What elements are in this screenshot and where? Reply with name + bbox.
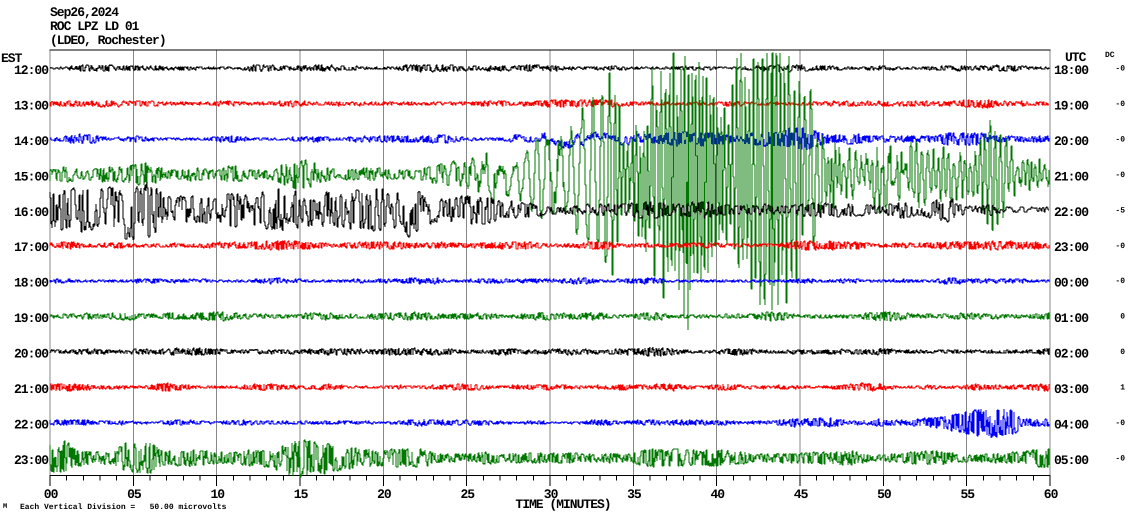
svg-text:23:00: 23:00	[1054, 240, 1089, 255]
svg-text:-0: -0	[1115, 277, 1125, 286]
svg-text:19:00: 19:00	[1054, 98, 1089, 113]
svg-text:20: 20	[377, 487, 392, 502]
svg-text:M: M	[3, 503, 7, 511]
svg-text:02:00: 02:00	[1054, 347, 1089, 362]
svg-text:35: 35	[627, 487, 642, 502]
svg-text:Sep26,2024: Sep26,2024	[50, 5, 119, 20]
svg-text:21:00: 21:00	[1054, 169, 1089, 184]
svg-text:-0: -0	[1115, 454, 1125, 463]
svg-text:60: 60	[1044, 487, 1059, 502]
svg-text:Each Vertical Division = 50.: Each Vertical Division = 50.00 microvolt…	[20, 503, 227, 512]
svg-text:14:00: 14:00	[14, 134, 49, 149]
svg-text:EST: EST	[1, 51, 23, 66]
svg-text:20:00: 20:00	[1054, 134, 1089, 149]
svg-text:-0: -0	[1115, 242, 1125, 251]
svg-text:45: 45	[794, 487, 809, 502]
svg-text:ROC LPZ LD 01: ROC LPZ LD 01	[50, 19, 140, 34]
svg-text:19:00: 19:00	[14, 311, 49, 326]
svg-text:00: 00	[44, 487, 59, 502]
svg-text:10: 10	[210, 487, 225, 502]
svg-text:-5: -5	[1115, 206, 1125, 215]
svg-text:01:00: 01:00	[1054, 311, 1089, 326]
svg-text:TIME (MINUTES): TIME (MINUTES)	[515, 497, 610, 512]
svg-text:-0: -0	[1115, 419, 1125, 428]
svg-text:0: 0	[1120, 348, 1125, 357]
svg-text:12:00: 12:00	[14, 63, 49, 78]
svg-text:50: 50	[877, 487, 892, 502]
svg-text:0: 0	[1120, 313, 1125, 322]
svg-text:22:00: 22:00	[14, 417, 49, 432]
svg-text:18:00: 18:00	[1054, 63, 1089, 78]
svg-text:13:00: 13:00	[14, 98, 49, 113]
svg-text:00:00: 00:00	[1054, 276, 1089, 291]
svg-text:40: 40	[710, 487, 725, 502]
svg-text:05:00: 05:00	[1054, 453, 1089, 468]
svg-text:04:00: 04:00	[1054, 417, 1089, 432]
svg-text:23:00: 23:00	[14, 453, 49, 468]
svg-text:-0: -0	[1115, 136, 1125, 145]
svg-text:20:00: 20:00	[14, 347, 49, 362]
svg-text:UTC: UTC	[1065, 50, 1087, 65]
svg-text:15:00: 15:00	[14, 169, 49, 184]
svg-text:18:00: 18:00	[14, 276, 49, 291]
svg-text:30: 30	[544, 487, 559, 502]
svg-text:05: 05	[127, 487, 142, 502]
svg-text:21:00: 21:00	[14, 382, 49, 397]
svg-text:17:00: 17:00	[14, 240, 49, 255]
svg-text:(LDEO, Rochester): (LDEO, Rochester)	[50, 33, 166, 48]
svg-text:DC: DC	[1105, 51, 1115, 60]
svg-text:25: 25	[460, 487, 475, 502]
svg-text:22:00: 22:00	[1054, 205, 1089, 220]
svg-text:16:00: 16:00	[14, 205, 49, 220]
svg-text:15: 15	[294, 487, 309, 502]
svg-text:-0: -0	[1115, 100, 1125, 109]
svg-text:-0: -0	[1115, 65, 1125, 74]
svg-text:03:00: 03:00	[1054, 382, 1089, 397]
svg-text:55: 55	[960, 487, 975, 502]
svg-text:1: 1	[1120, 384, 1125, 393]
svg-text:-0: -0	[1115, 171, 1125, 180]
